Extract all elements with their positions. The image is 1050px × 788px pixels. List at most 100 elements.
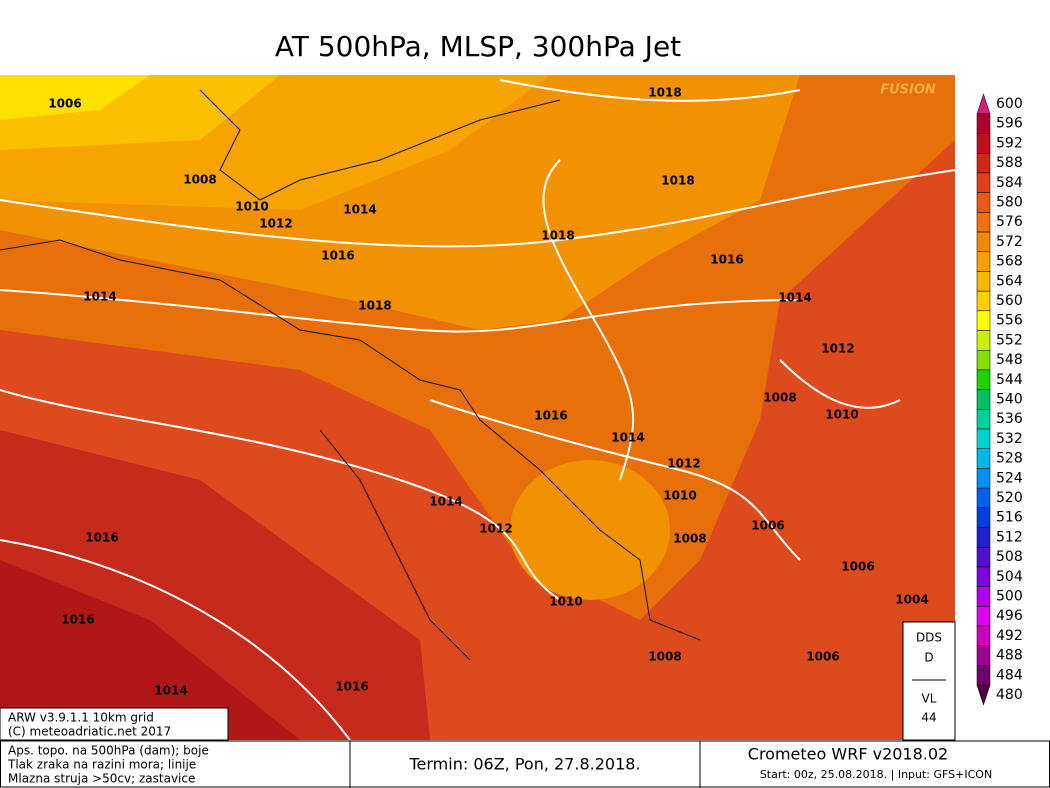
colorbar-cell — [976, 133, 991, 154]
colorbar-cell — [976, 192, 991, 213]
isobar-label: 1018 — [541, 229, 574, 243]
watermark: FUSION — [880, 83, 936, 98]
isobar — [0, 169, 956, 248]
isobar-label: 1016 — [335, 680, 368, 694]
coastline — [319, 429, 471, 661]
isobar — [0, 389, 561, 601]
isobar-label: 1014 — [154, 684, 187, 698]
colorbar-cell — [976, 350, 991, 371]
colorbar-cell — [976, 409, 991, 430]
colorbar-label: 520 — [996, 490, 1023, 506]
colorbar-label: 556 — [996, 313, 1023, 329]
colorbar-cell — [976, 231, 991, 253]
colorbar-cell — [976, 290, 991, 312]
isobar-label: 1014 — [343, 203, 376, 217]
colorbar-label: 508 — [996, 549, 1023, 565]
colorbar-label: 576 — [996, 214, 1023, 230]
height-band — [0, 560, 300, 740]
colorbar-label: 560 — [996, 293, 1023, 309]
isobar-label: 1012 — [479, 522, 512, 536]
colorbar-cell — [976, 310, 991, 331]
isobar-label: 1018 — [648, 86, 681, 100]
isobar-label: 1016 — [534, 409, 567, 423]
isobar — [0, 539, 351, 741]
isobars — [0, 79, 956, 741]
colorbar-label: 504 — [996, 569, 1023, 585]
footer: Aps. topo. na 500hPa (dam); boje Tlak zr… — [0, 740, 1050, 788]
isobar-label: 1012 — [821, 342, 854, 356]
colorbar-label: 548 — [996, 352, 1023, 368]
colorbar-cell — [976, 566, 991, 587]
colorbar-label: 600 — [996, 96, 1023, 112]
isobar — [0, 289, 801, 333]
coastlines — [0, 89, 701, 661]
isobar — [779, 359, 901, 409]
colorbar-label: 588 — [996, 155, 1023, 171]
colorbar-label: 540 — [996, 392, 1023, 408]
isobar-label: 1014 — [83, 290, 116, 304]
colorbar-cell — [976, 645, 991, 666]
colorbar-label: 492 — [996, 628, 1023, 644]
isobar-label: 1016 — [321, 249, 354, 263]
colorbar-label: 572 — [996, 234, 1023, 250]
colorbar-label: 552 — [996, 332, 1023, 348]
isobar-label: 1014 — [429, 495, 462, 509]
coastline — [199, 89, 561, 201]
side-box: DDS D VL 44 — [902, 621, 956, 741]
isobar-label: 1016 — [61, 613, 94, 627]
isobar-label: 1016 — [710, 253, 743, 267]
isobar-label: 1012 — [667, 457, 700, 471]
colorbar-label: 580 — [996, 195, 1023, 211]
colorbar-cell — [976, 172, 991, 193]
colorbar-label: 584 — [996, 175, 1023, 191]
isobar-label: 1006 — [806, 650, 839, 664]
side-text: D — [924, 651, 933, 665]
colorbar-label: 488 — [996, 648, 1023, 664]
isobar-label: 1016 — [85, 531, 118, 545]
colorbar-cell — [976, 527, 991, 548]
height-band — [0, 75, 150, 120]
colorbar-cell — [976, 448, 991, 469]
colorbar-cell — [976, 625, 991, 646]
model: Crometeo WRF v2018.02 — [748, 745, 948, 764]
isobar — [429, 399, 801, 561]
isobar-label: 1010 — [825, 408, 858, 422]
colorbar-label: 596 — [996, 116, 1023, 132]
isobar-label: 1012 — [259, 217, 292, 231]
footer-frame — [0, 740, 1050, 788]
isobar-label: 1006 — [841, 560, 874, 574]
colorbar-cell — [976, 487, 991, 509]
info-box: ARW v3.9.1.1 10km grid (C) meteoadriatic… — [0, 707, 229, 741]
colorbar-cell — [976, 369, 991, 390]
side-text: VL — [922, 692, 937, 706]
colorbar-cell — [976, 428, 991, 449]
map: FUSION — [0, 75, 956, 741]
colorbar-cell — [976, 586, 991, 607]
colorbar-cell — [976, 389, 991, 410]
coastline — [0, 239, 701, 641]
isobar-label: 1004 — [895, 593, 928, 607]
colorbar-cell — [976, 212, 991, 233]
colorbar-cell — [976, 330, 991, 351]
legend-line: Mlazna struja >50cv; zastavice — [8, 772, 195, 786]
info-line: (C) meteoadriatic.net 2017 — [8, 725, 171, 739]
colorbar-cell — [976, 606, 991, 627]
side-text: DDS — [916, 631, 942, 645]
colorbar-cell — [976, 468, 991, 489]
info-line: ARW v3.9.1.1 10km grid — [8, 711, 154, 725]
height-band — [510, 460, 670, 600]
colorbar-label: 496 — [996, 608, 1023, 624]
side-box-frame — [902, 621, 956, 741]
legend-line: Aps. topo. na 500hPa (dam); boje — [8, 744, 209, 758]
side-text: 44 — [921, 711, 936, 725]
colorbar-cell — [976, 547, 991, 568]
isobar-label: 1008 — [183, 173, 216, 187]
isobar — [542, 159, 635, 481]
colorbar-label: 564 — [996, 273, 1023, 289]
colorbar-cell — [976, 113, 991, 134]
termin: Termin: 06Z, Pon, 27.8.2018. — [408, 755, 640, 774]
colorbar-label: 592 — [996, 135, 1023, 151]
colorbar-cell — [976, 153, 991, 174]
colorbar-label: 528 — [996, 451, 1023, 467]
